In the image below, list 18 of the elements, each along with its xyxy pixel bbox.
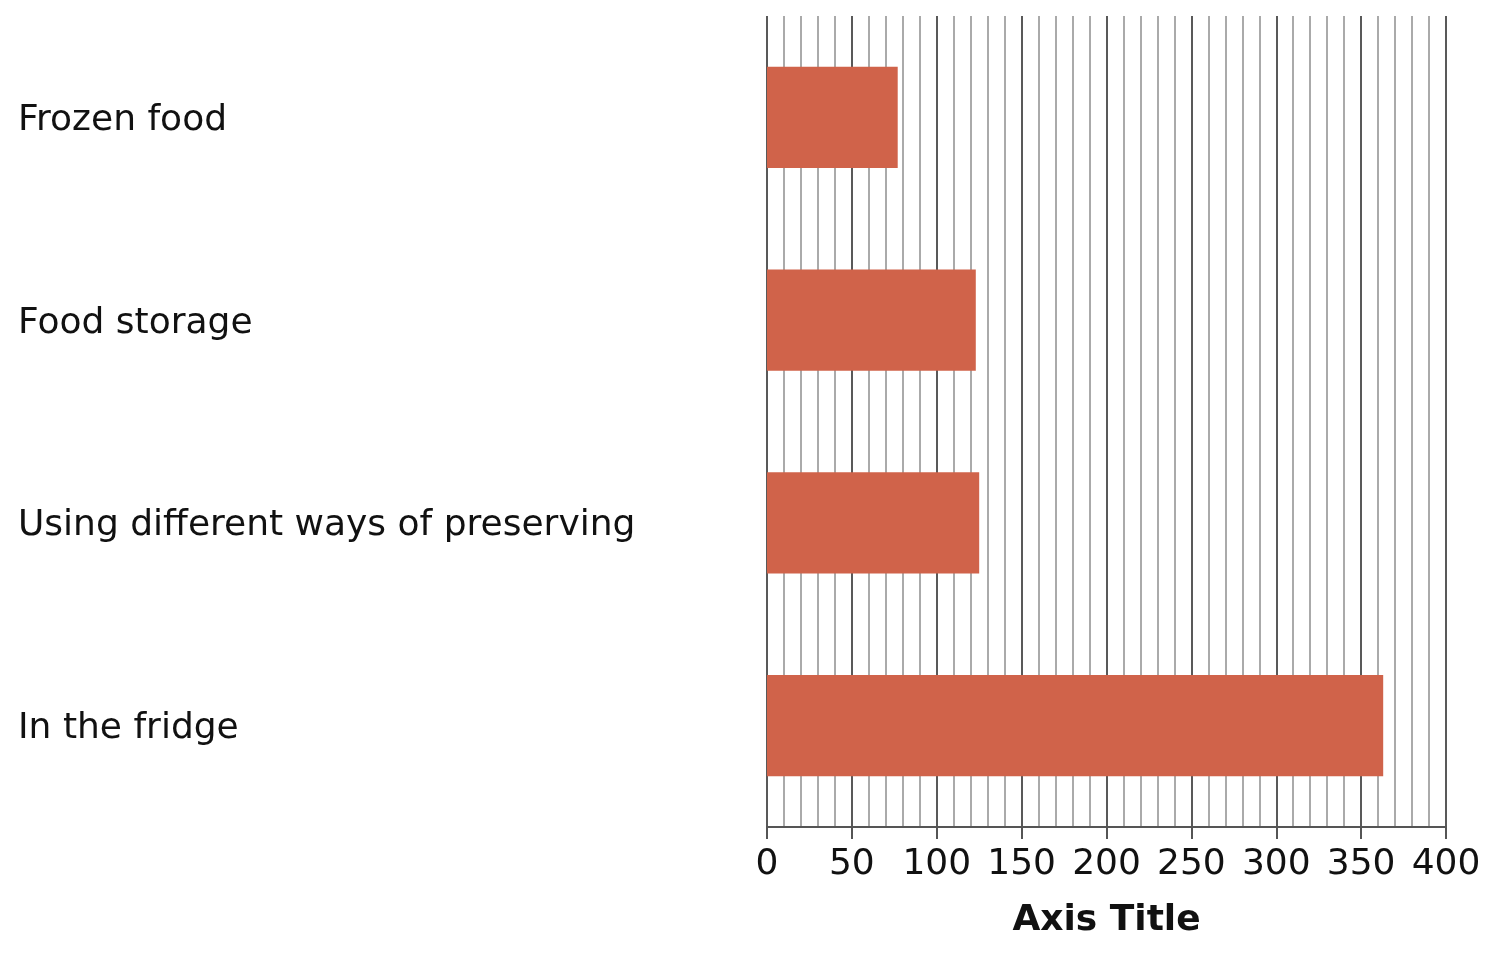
x-tick-label: 400: [1411, 840, 1481, 882]
y-tick-label: In the fridge: [18, 705, 239, 747]
x-tick-label: 150: [987, 840, 1056, 882]
y-tick-label: Food storage: [18, 299, 253, 341]
x-tick-label: 100: [902, 840, 972, 882]
bar: [767, 674, 1384, 777]
y-tick-label: Using different ways of preserving: [18, 502, 636, 544]
x-tick-label: 350: [1326, 840, 1396, 882]
bar: [767, 269, 976, 371]
x-tick-label: 200: [1072, 840, 1141, 882]
bar: [767, 472, 980, 574]
x-tick-label: 300: [1241, 840, 1311, 882]
bar: [767, 66, 898, 169]
x-tick-label: 250: [1157, 840, 1226, 882]
y-tick-label: Frozen food: [18, 96, 228, 138]
x-tick-label: 0: [755, 840, 779, 882]
x-tick-label: 50: [828, 840, 875, 882]
x-axis-title: Axis Title: [1012, 896, 1201, 938]
